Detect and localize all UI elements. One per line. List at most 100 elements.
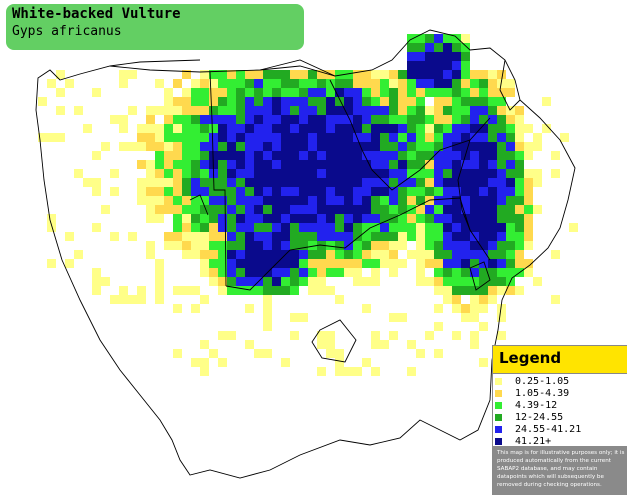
grid-cell [209,196,218,205]
grid-cell [317,97,326,106]
grid-cell [443,196,452,205]
grid-cell [209,241,218,250]
grid-cell [92,151,101,160]
grid-cell [497,259,506,268]
grid-cell [515,142,524,151]
grid-cell [263,70,272,79]
grid-cell [263,133,272,142]
grid-cell [218,331,227,340]
grid-cell [191,169,200,178]
legend-label: 0.25-1.05 [515,376,570,387]
grid-cell [254,178,263,187]
grid-cell [416,151,425,160]
grid-cell [344,214,353,223]
grid-cell [362,79,371,88]
grid-cell [335,106,344,115]
grid-cell [443,79,452,88]
grid-cell [254,97,263,106]
grid-cell [416,61,425,70]
grid-cell [452,97,461,106]
grid-cell [263,115,272,124]
grid-cell [362,70,371,79]
grid-cell [182,151,191,160]
grid-cell [443,52,452,61]
grid-cell [182,160,191,169]
grid-cell [407,367,416,376]
grid-cell [308,151,317,160]
grid-cell [533,205,542,214]
grid-cell [326,79,335,88]
grid-cell [299,196,308,205]
grid-cell [524,268,533,277]
grid-cell [299,106,308,115]
grid-cell [182,214,191,223]
legend-label: 24.55-41.21 [515,424,582,435]
grid-cell [470,79,479,88]
grid-cell [497,214,506,223]
grid-cell [443,106,452,115]
grid-cell [245,340,254,349]
grid-cell [290,241,299,250]
grid-cell [290,331,299,340]
grid-cell [479,88,488,97]
grid-cell [155,106,164,115]
grid-cell [209,88,218,97]
grid-cell [443,214,452,223]
grid-cell [218,142,227,151]
grid-cell [281,214,290,223]
grid-cell [155,214,164,223]
grid-cell [272,79,281,88]
grid-cell [254,205,263,214]
grid-cell [173,223,182,232]
grid-cell [308,106,317,115]
grid-cell [218,241,227,250]
grid-cell [173,79,182,88]
grid-cell [416,178,425,187]
grid-cell [326,214,335,223]
legend-swatch [495,414,502,421]
grid-cell [452,214,461,223]
grid-cell [308,232,317,241]
grid-cell [380,115,389,124]
grid-cell [200,259,209,268]
grid-cell [479,97,488,106]
grid-cell [317,277,326,286]
grid-cell [92,223,101,232]
grid-cell [506,223,515,232]
grid-cell [452,241,461,250]
grid-cell [443,160,452,169]
grid-cell [362,259,371,268]
grid-cell [479,223,488,232]
grid-cell [191,250,200,259]
grid-cell [335,205,344,214]
grid-cell [461,160,470,169]
grid-cell [353,187,362,196]
grid-cell [92,88,101,97]
grid-cell [218,196,227,205]
grid-cell [209,151,218,160]
grid-cell [407,70,416,79]
grid-cell [164,196,173,205]
grid-cell [245,88,254,97]
grid-cell [317,331,326,340]
grid-cell [434,178,443,187]
grid-cell [488,133,497,142]
grid-cell [425,250,434,259]
grid-cell [443,241,452,250]
grid-cell [389,214,398,223]
grid-cell [335,133,344,142]
grid-cell [290,250,299,259]
grid-cell [218,97,227,106]
grid-cell [137,133,146,142]
grid-cell [497,223,506,232]
grid-cell [524,169,533,178]
grid-cell [380,205,389,214]
grid-cell [335,142,344,151]
grid-cell [227,178,236,187]
grid-cell [281,196,290,205]
grid-cell [515,250,524,259]
grid-cell [254,232,263,241]
grid-cell [389,133,398,142]
species-scientific-name: Gyps africanus [12,24,122,39]
grid-cell [326,349,335,358]
